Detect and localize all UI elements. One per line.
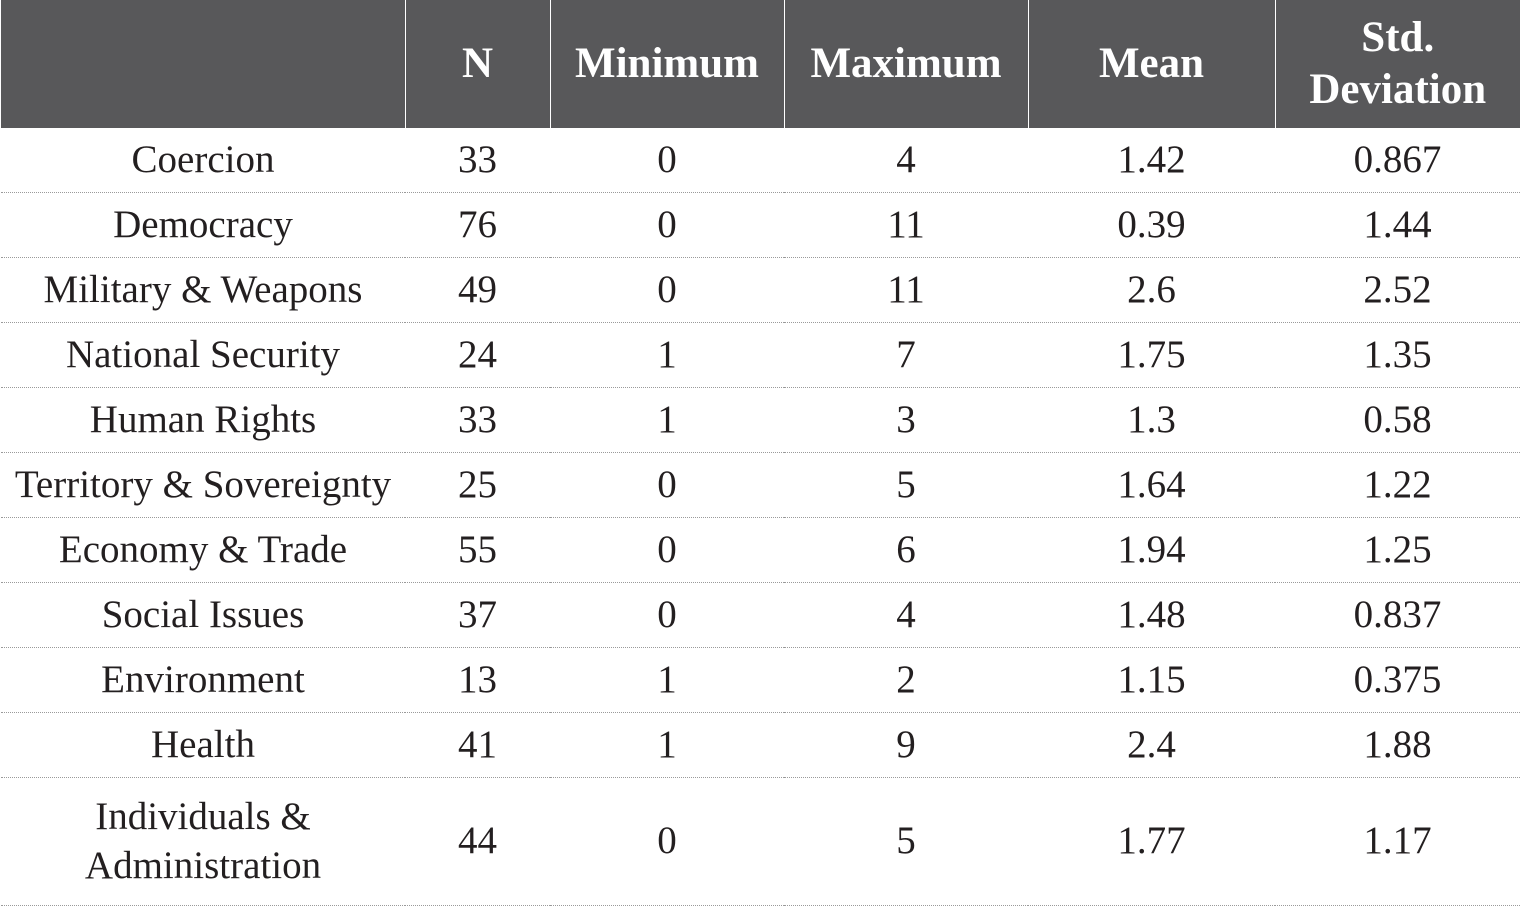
row-label: Individuals & Administration (1, 777, 405, 906)
cell-maximum: 6 (784, 517, 1028, 583)
header-category (1, 0, 405, 128)
cell-minimum: 1 (550, 647, 784, 713)
cell-minimum: 0 (550, 192, 784, 258)
cell-minimum: 0 (550, 257, 784, 323)
cell-std-deviation: 0.867 (1275, 128, 1520, 193)
row-label: Environment (1, 647, 405, 713)
cell-mean: 1.77 (1028, 777, 1275, 906)
cell-maximum: 5 (784, 452, 1028, 518)
cell-maximum: 2 (784, 647, 1028, 713)
cell-maximum: 11 (784, 192, 1028, 258)
cell-n: 33 (405, 387, 550, 453)
cell-std-deviation: 0.58 (1275, 387, 1520, 453)
cell-n: 25 (405, 452, 550, 518)
cell-std-deviation: 0.837 (1275, 582, 1520, 648)
table-row: Environment 13 1 2 1.15 0.375 (1, 647, 1520, 713)
table-row: Individuals & Administration 44 0 5 1.77… (1, 777, 1520, 906)
table-header: N Minimum Maximum Mean Std. Deviation (1, 0, 1520, 128)
cell-n: 76 (405, 192, 550, 258)
cell-minimum: 1 (550, 322, 784, 388)
cell-n: 55 (405, 517, 550, 583)
row-label: Military & Weapons (1, 257, 405, 323)
cell-maximum: 4 (784, 128, 1028, 193)
cell-mean: 1.94 (1028, 517, 1275, 583)
cell-mean: 1.75 (1028, 322, 1275, 388)
cell-maximum: 9 (784, 712, 1028, 778)
cell-n: 44 (405, 777, 550, 906)
cell-std-deviation: 2.52 (1275, 257, 1520, 323)
table-row: Social Issues 37 0 4 1.48 0.837 (1, 582, 1520, 648)
header-minimum: Minimum (549, 0, 784, 128)
row-label: Social Issues (1, 582, 405, 648)
cell-std-deviation: 1.35 (1275, 322, 1520, 388)
cell-minimum: 0 (550, 452, 784, 518)
cell-mean: 1.48 (1028, 582, 1275, 648)
header-n: N (404, 0, 550, 128)
cell-n: 37 (405, 582, 550, 648)
cell-n: 49 (405, 257, 550, 323)
table-row: Coercion 33 0 4 1.42 0.867 (1, 128, 1520, 193)
table-row: Territory & Sovereignty 25 0 5 1.64 1.22 (1, 452, 1520, 518)
table-row: National Security 24 1 7 1.75 1.35 (1, 322, 1520, 388)
cell-minimum: 0 (550, 777, 784, 906)
header-std-deviation: Std. Deviation (1274, 0, 1520, 128)
cell-std-deviation: 1.17 (1275, 777, 1520, 906)
cell-minimum: 0 (550, 582, 784, 648)
cell-minimum: 0 (550, 128, 784, 193)
cell-std-deviation: 1.25 (1275, 517, 1520, 583)
header-maximum: Maximum (783, 0, 1028, 128)
cell-maximum: 4 (784, 582, 1028, 648)
cell-maximum: 3 (784, 387, 1028, 453)
cell-mean: 2.4 (1028, 712, 1275, 778)
row-label: Coercion (1, 128, 405, 193)
cell-std-deviation: 1.44 (1275, 192, 1520, 258)
header-mean: Mean (1027, 0, 1275, 128)
header-row: N Minimum Maximum Mean Std. Deviation (1, 0, 1520, 128)
row-label: Democracy (1, 192, 405, 258)
table-row: Human Rights 33 1 3 1.3 0.58 (1, 387, 1520, 453)
cell-mean: 2.6 (1028, 257, 1275, 323)
table-row: Military & Weapons 49 0 11 2.6 2.52 (1, 257, 1520, 323)
row-label: Territory & Sovereignty (1, 452, 405, 518)
cell-std-deviation: 1.88 (1275, 712, 1520, 778)
cell-std-deviation: 0.375 (1275, 647, 1520, 713)
row-label: Human Rights (1, 387, 405, 453)
cell-mean: 0.39 (1028, 192, 1275, 258)
table-row: Health 41 1 9 2.4 1.88 (1, 712, 1520, 778)
row-label: National Security (1, 322, 405, 388)
cell-minimum: 0 (550, 517, 784, 583)
cell-n: 33 (405, 128, 550, 193)
cell-minimum: 1 (550, 387, 784, 453)
cell-maximum: 11 (784, 257, 1028, 323)
cell-mean: 1.42 (1028, 128, 1275, 193)
cell-n: 41 (405, 712, 550, 778)
cell-mean: 1.3 (1028, 387, 1275, 453)
cell-minimum: 1 (550, 712, 784, 778)
table-row: Economy & Trade 55 0 6 1.94 1.25 (1, 517, 1520, 583)
cell-maximum: 7 (784, 322, 1028, 388)
table-body: Coercion 33 0 4 1.42 0.867 Democracy 76 … (1, 128, 1520, 906)
table-row: Democracy 76 0 11 0.39 1.44 (1, 192, 1520, 258)
cell-mean: 1.15 (1028, 647, 1275, 713)
cell-n: 24 (405, 322, 550, 388)
row-label: Health (1, 712, 405, 778)
row-label: Economy & Trade (1, 517, 405, 583)
cell-std-deviation: 1.22 (1275, 452, 1520, 518)
cell-maximum: 5 (784, 777, 1028, 906)
cell-n: 13 (405, 647, 550, 713)
cell-mean: 1.64 (1028, 452, 1275, 518)
